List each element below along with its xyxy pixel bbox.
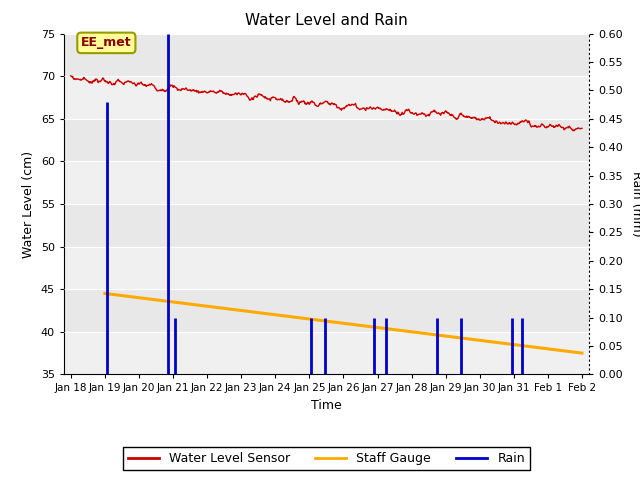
Text: EE_met: EE_met [81, 36, 132, 49]
Y-axis label: Water Level (cm): Water Level (cm) [22, 150, 35, 258]
Bar [64, 332, 589, 374]
X-axis label: Time: Time [311, 399, 342, 412]
Bar [64, 76, 589, 119]
Bar [64, 247, 589, 289]
Title: Water Level and Rain: Water Level and Rain [245, 13, 408, 28]
Y-axis label: Rain (mm): Rain (mm) [630, 171, 640, 237]
Legend: Water Level Sensor, Staff Gauge, Rain: Water Level Sensor, Staff Gauge, Rain [123, 447, 530, 470]
Bar [64, 161, 589, 204]
